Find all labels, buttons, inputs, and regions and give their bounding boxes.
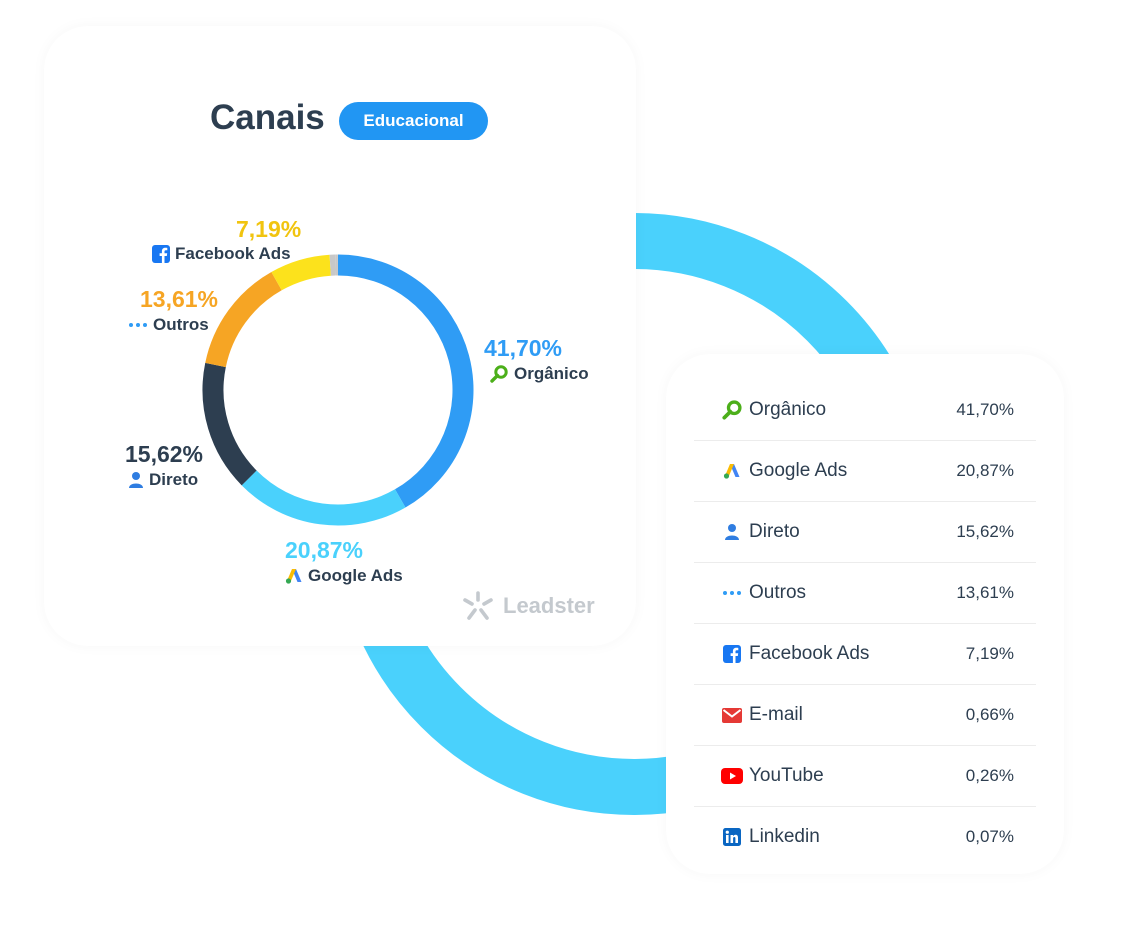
facebook-ads-pct-label: 7,19% [236, 216, 302, 242]
facebook-icon [723, 645, 741, 663]
table-row[interactable]: Direto 15,62% [694, 502, 1036, 563]
donut-slice-org-nico [337, 254, 474, 508]
page-title: Canais [210, 98, 325, 137]
row-name: Linkedin [749, 826, 820, 847]
row-value: 15,62% [956, 522, 1014, 541]
leadster-logo-icon [463, 591, 493, 620]
outros-name: Outros [153, 315, 209, 334]
row-name: YouTube [749, 765, 824, 786]
row-name: Direto [749, 521, 800, 542]
direto-pct-label: 15,62% [125, 441, 204, 467]
facebook-icon [152, 245, 170, 263]
organico-name-label: Orgânico [489, 364, 589, 384]
row-value: 13,61% [956, 583, 1014, 602]
donut-slice-google-ads [241, 470, 406, 526]
row-name: Outros [749, 582, 807, 603]
outros-name-label: Outros [128, 315, 209, 335]
table-row[interactable]: YouTube 0,26% [694, 746, 1036, 807]
row-name: Facebook Ads [749, 643, 870, 664]
google-ads-name: Google Ads [308, 566, 403, 585]
table-row[interactable]: Linkedin 0,07% [694, 807, 1036, 867]
table-row[interactable]: Facebook Ads 7,19% [694, 624, 1036, 685]
table-row[interactable]: Outros 13,61% [694, 563, 1036, 624]
google-ads-name-label: Google Ads [285, 566, 403, 586]
email-icon [722, 707, 742, 723]
row-value: 7,19% [965, 644, 1014, 663]
youtube-icon [721, 768, 743, 784]
direto-name: Direto [149, 470, 199, 489]
magnifier-icon [722, 400, 742, 420]
dots-icon [129, 323, 147, 327]
organico-name: Orgânico [514, 364, 589, 383]
row-name: E-mail [749, 704, 803, 725]
table-row[interactable]: E-mail 0,66% [694, 685, 1036, 746]
outros-pct-label: 13,61% [140, 286, 219, 312]
segment-badge[interactable]: Educacional [339, 102, 488, 140]
row-value: 0,07% [965, 827, 1014, 846]
channel-table: Orgânico 41,70% Google Ads 20,87% Direto… [694, 380, 1036, 867]
donut-slice-direto [202, 362, 257, 486]
dots-icon [723, 591, 741, 595]
google-ads-pct-label: 20,87% [285, 537, 364, 563]
donut-slice-facebook-ads [271, 254, 332, 291]
row-name: Google Ads [749, 460, 848, 481]
donut-slice-outros [205, 272, 282, 368]
row-value: 0,66% [965, 705, 1014, 724]
row-value: 41,70% [956, 400, 1014, 419]
google-ads-icon [285, 569, 302, 584]
user-icon [129, 472, 143, 488]
leadster-wordmark: Leadster [503, 593, 595, 618]
leadster-logo: Leadster [461, 590, 595, 622]
linkedin-icon [723, 828, 741, 846]
row-value: 0,26% [965, 766, 1014, 785]
magnifier-icon [490, 365, 508, 383]
table-row[interactable]: Orgânico 41,70% [694, 380, 1036, 441]
organico-pct-label: 41,70% [484, 335, 563, 361]
row-value: 20,87% [956, 461, 1014, 480]
facebook-ads-name-label: Facebook Ads [152, 244, 291, 264]
row-name: Orgânico [749, 399, 827, 420]
facebook-ads-name: Facebook Ads [175, 244, 291, 263]
table-row[interactable]: Google Ads 20,87% [694, 441, 1036, 502]
user-icon [725, 524, 739, 540]
google-ads-icon [723, 464, 740, 479]
direto-name-label: Direto [128, 470, 198, 490]
